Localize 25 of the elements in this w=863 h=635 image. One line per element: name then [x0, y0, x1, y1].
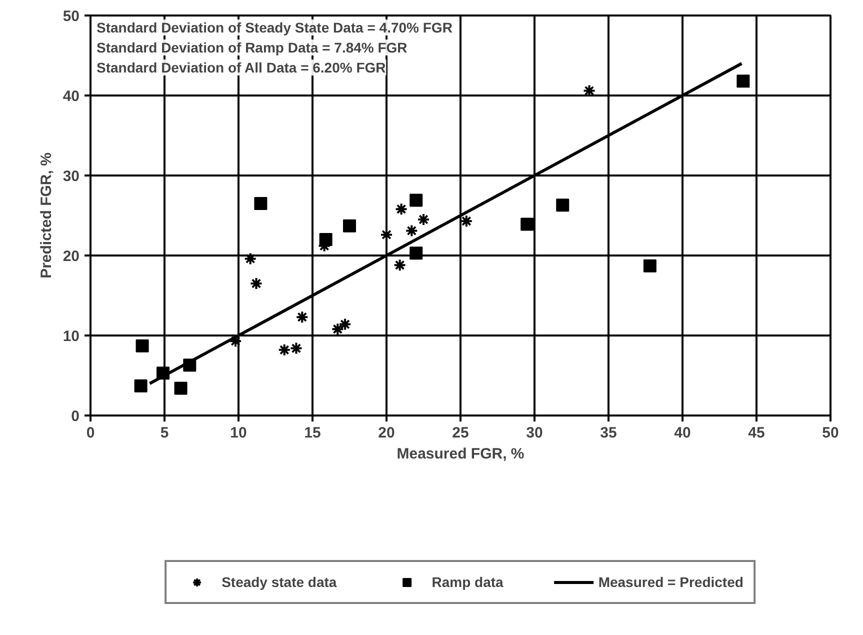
legend-label: Steady state data — [222, 574, 337, 590]
y-tick-label: 30 — [62, 168, 80, 185]
y-tick-label: 10 — [62, 328, 80, 345]
x-tick-label: 30 — [526, 424, 543, 442]
x-tick-label: 5 — [160, 424, 169, 442]
annotation: Standard Deviation of All Data = 6.20% FGR — [96, 60, 386, 76]
legend-label: Ramp data — [432, 574, 504, 590]
x-axis-title: Measured FGR, % — [396, 446, 524, 462]
annotation: Standard Deviation of Ramp Data = 7.84% FGR — [96, 40, 408, 56]
x-tick-label: 20 — [378, 424, 395, 442]
legend-label: Measured = Predicted — [598, 574, 744, 590]
y-axis-title: Predicted FGR, % — [38, 152, 55, 278]
x-tick-label: 0 — [86, 424, 95, 442]
x-tick-label: 15 — [304, 424, 321, 442]
x-tick-label: 10 — [230, 424, 247, 442]
y-tick-label: 0 — [71, 408, 80, 425]
y-tick-label: 20 — [62, 248, 80, 265]
x-tick-label: 40 — [674, 424, 691, 442]
x-tick-label: 50 — [822, 424, 839, 442]
y-tick-label: 50 — [62, 8, 80, 25]
annotation: Standard Deviation of Steady State Data = 4.70% FGR — [96, 20, 452, 36]
x-tick-label: 35 — [600, 424, 617, 442]
x-tick-label: 25 — [452, 424, 469, 442]
x-tick-label: 45 — [748, 424, 765, 442]
y-tick-label: 40 — [62, 88, 80, 105]
